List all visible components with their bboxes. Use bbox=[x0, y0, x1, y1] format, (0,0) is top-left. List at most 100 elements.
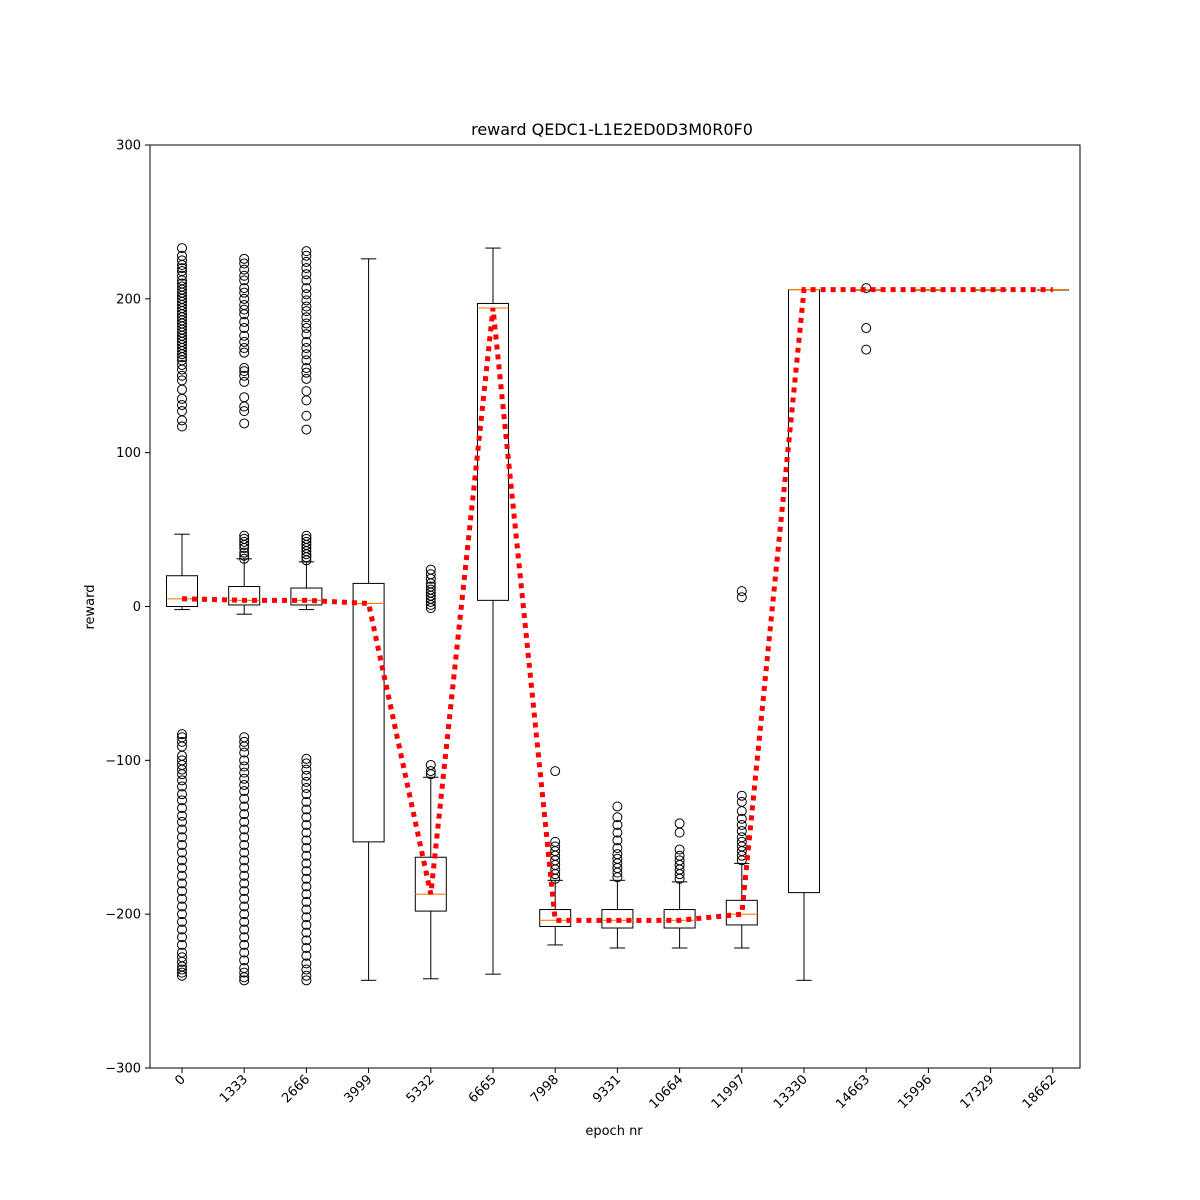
outlier-0-6 bbox=[177, 270, 187, 281]
outlier-2-25 bbox=[301, 424, 312, 435]
outlier-9-4 bbox=[736, 806, 747, 817]
box-5 bbox=[477, 302, 509, 601]
outlier-1-7 bbox=[239, 293, 250, 304]
outlier-0-75 bbox=[177, 939, 187, 950]
outlier-2-43 bbox=[301, 804, 312, 815]
outlier-7-0 bbox=[612, 801, 623, 812]
outlier-0-43 bbox=[177, 421, 187, 432]
outlier-1-57 bbox=[239, 901, 250, 912]
box-3 bbox=[352, 582, 385, 843]
outlier-0-42 bbox=[177, 415, 187, 426]
outlier-2-50 bbox=[301, 858, 312, 869]
outlier-1-24 bbox=[239, 418, 250, 429]
outlier-1-11 bbox=[239, 316, 250, 327]
outlier-1-22 bbox=[239, 401, 250, 412]
outlier-1-51 bbox=[239, 855, 250, 866]
outlier-2-5 bbox=[301, 275, 312, 286]
y-tick-label-4: 100 bbox=[116, 446, 141, 461]
outlier-4-10 bbox=[425, 599, 436, 610]
outlier-0-66 bbox=[177, 870, 187, 881]
outlier-1-19 bbox=[239, 370, 250, 381]
y-tick-label-5: 200 bbox=[116, 292, 141, 307]
outlier-0-61 bbox=[177, 832, 187, 843]
outlier-2-59 bbox=[301, 927, 312, 938]
outlier-2-66 bbox=[301, 975, 312, 986]
outlier-1-62 bbox=[239, 939, 250, 950]
outlier-1-64 bbox=[239, 955, 250, 966]
outlier-2-12 bbox=[301, 318, 312, 329]
outlier-1-43 bbox=[239, 793, 250, 804]
outlier-1-61 bbox=[239, 932, 250, 943]
outlier-0-60 bbox=[177, 824, 187, 835]
outlier-1-15 bbox=[239, 343, 250, 354]
outlier-1-12 bbox=[239, 323, 250, 334]
outlier-1-55 bbox=[239, 886, 250, 897]
outlier-1-5 bbox=[239, 283, 250, 294]
outlier-1-58 bbox=[239, 909, 250, 920]
outlier-1-20 bbox=[239, 376, 250, 387]
outlier-2-32 bbox=[301, 549, 312, 560]
outlier-4-14 bbox=[425, 769, 436, 780]
outlier-4-13 bbox=[425, 766, 436, 777]
mean-line bbox=[181, 287, 1053, 923]
outlier-1-36 bbox=[239, 747, 250, 758]
outlier-1-59 bbox=[239, 916, 250, 927]
outlier-7-5 bbox=[612, 843, 623, 854]
outlier-2-44 bbox=[301, 812, 312, 823]
outlier-1-50 bbox=[239, 847, 250, 858]
outlier-1-35 bbox=[239, 741, 250, 752]
outlier-2-33 bbox=[301, 552, 312, 563]
outlier-0-67 bbox=[177, 878, 187, 889]
outlier-1-18 bbox=[239, 366, 250, 377]
outlier-2-3 bbox=[301, 263, 312, 274]
box-4 bbox=[414, 856, 447, 912]
outlier-1-48 bbox=[239, 832, 250, 843]
outlier-9-13 bbox=[736, 855, 747, 866]
outlier-0-31 bbox=[177, 349, 187, 360]
y-tick-label-1: −200 bbox=[105, 908, 141, 923]
outlier-6-9 bbox=[550, 873, 561, 884]
outlier-1-17 bbox=[239, 363, 250, 374]
outlier-2-48 bbox=[301, 843, 312, 854]
outlier-2-14 bbox=[301, 329, 312, 340]
outlier-1-34 bbox=[239, 736, 250, 747]
outlier-2-51 bbox=[301, 866, 312, 877]
outlier-2-63 bbox=[301, 958, 312, 969]
outlier-2-58 bbox=[301, 919, 312, 930]
outlier-2-15 bbox=[301, 336, 312, 347]
outlier-9-1 bbox=[736, 592, 747, 603]
outlier-1-44 bbox=[239, 801, 250, 812]
outlier-0-52 bbox=[177, 769, 187, 780]
outlier-1-37 bbox=[239, 755, 250, 766]
outlier-2-45 bbox=[301, 819, 312, 830]
outlier-2-41 bbox=[301, 789, 312, 800]
outlier-9-7 bbox=[736, 826, 747, 837]
outlier-2-61 bbox=[301, 943, 312, 954]
outlier-0-36 bbox=[177, 370, 187, 381]
outlier-0-34 bbox=[177, 359, 187, 370]
outlier-0-65 bbox=[177, 863, 187, 874]
outlier-7-4 bbox=[612, 835, 623, 846]
x-axis-label: epoch nr bbox=[585, 1124, 643, 1139]
outlier-1-45 bbox=[239, 809, 250, 820]
outlier-2-49 bbox=[301, 850, 312, 861]
outlier-2-7 bbox=[301, 289, 312, 300]
outlier-1-4 bbox=[239, 275, 250, 286]
outlier-1-52 bbox=[239, 863, 250, 874]
outlier-1-66 bbox=[239, 967, 250, 978]
outlier-1-2 bbox=[239, 264, 250, 275]
outlier-1-32 bbox=[239, 553, 250, 564]
y-axis-label: reward bbox=[83, 584, 98, 629]
box-2 bbox=[290, 587, 323, 606]
chart-title: reward QEDC1-L1E2ED0D3M0R0F0 bbox=[471, 120, 753, 139]
outlier-2-11 bbox=[301, 312, 312, 323]
outlier-2-47 bbox=[301, 835, 312, 846]
outlier-1-38 bbox=[239, 761, 250, 772]
box-8 bbox=[663, 909, 696, 929]
outlier-8-8 bbox=[674, 873, 685, 884]
outlier-2-34 bbox=[301, 555, 312, 566]
outlier-2-35 bbox=[301, 753, 312, 764]
outlier-2-13 bbox=[301, 323, 312, 334]
outlier-1-16 bbox=[239, 347, 250, 358]
outlier-9-6 bbox=[736, 819, 747, 830]
